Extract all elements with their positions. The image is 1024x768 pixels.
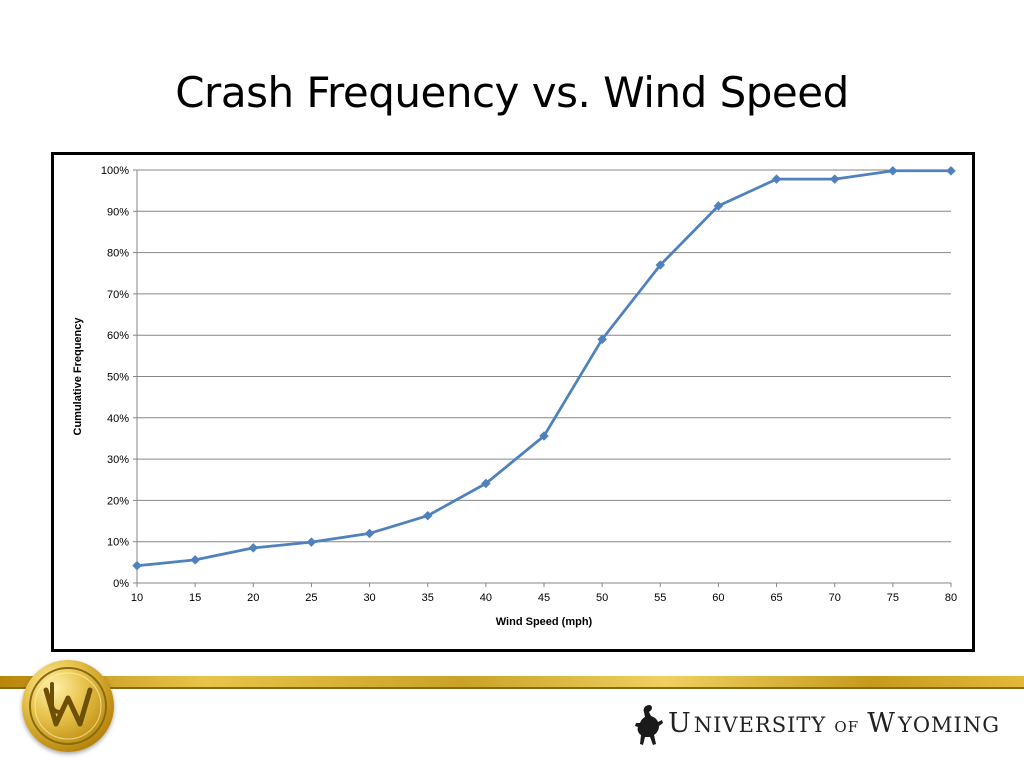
slide-title: Crash Frequency vs. Wind Speed — [175, 68, 849, 117]
x-tick-label: 30 — [363, 592, 375, 604]
university-wordmark: UNIVERSITY OF WYOMING — [668, 708, 1000, 739]
axes — [133, 169, 952, 587]
y-tick-label: 20% — [107, 495, 129, 507]
x-tick-label: 45 — [538, 592, 550, 604]
x-tick-label: 80 — [945, 592, 957, 604]
university-seal-icon — [22, 660, 114, 752]
x-tick-label: 55 — [654, 592, 666, 604]
wordmark-of: OF — [834, 718, 860, 736]
gridlines — [137, 169, 951, 543]
data-point — [946, 165, 956, 176]
x-tick-label: 20 — [247, 592, 259, 604]
data-point — [364, 528, 375, 539]
data-point — [539, 431, 549, 441]
gold-band — [0, 676, 1024, 687]
y-tick-label: 30% — [107, 454, 129, 466]
wordmark-yoming: YOMING — [897, 713, 1000, 737]
wordmark-u: U — [668, 708, 694, 739]
data-point — [713, 201, 724, 211]
wordmark-niversity: NIVERSITY — [693, 713, 827, 737]
x-axis-title: Wind Speed (mph) — [496, 616, 593, 628]
line-chart: 0% 10% 20% 30% 40% 50% 60% 70% 80% 90% 100% 10 15 20… — [72, 165, 957, 628]
x-tick-labels: 10 15 20 25 30 35 40 45 50 55 60 65 70 75 80 — [131, 592, 957, 604]
data-point — [248, 543, 259, 553]
gold-band-edge — [0, 687, 1024, 689]
y-tick-label: 80% — [107, 248, 129, 260]
x-tick-label: 10 — [131, 592, 143, 604]
y-axis-title: Cumulative Frequency — [72, 317, 84, 436]
x-tick-label: 75 — [887, 592, 899, 604]
bucking-horse-icon — [635, 704, 663, 745]
data-point — [481, 478, 491, 489]
y-tick-label: 0% — [113, 578, 129, 590]
series-line — [136, 169, 951, 568]
data-point — [597, 334, 607, 345]
x-tick-label: 70 — [829, 592, 841, 604]
data-point — [190, 555, 200, 565]
y-tick-label: 90% — [107, 206, 129, 218]
data-point — [888, 165, 898, 176]
data-point — [422, 510, 433, 521]
x-tick-label: 60 — [712, 592, 724, 604]
data-point — [829, 174, 840, 184]
y-tick-label: 70% — [107, 289, 129, 301]
wordmark-w: W — [867, 708, 898, 739]
data-point — [655, 260, 666, 270]
y-tick-label: 60% — [107, 330, 129, 342]
data-point — [771, 174, 782, 184]
series-layer — [132, 165, 956, 571]
y-tick-label: 10% — [107, 537, 129, 549]
x-tick-label: 50 — [596, 592, 608, 604]
x-tick-label: 35 — [422, 592, 434, 604]
y-tick-label: 100% — [101, 165, 129, 177]
data-point — [132, 560, 142, 571]
y-tick-labels: 0% 10% 20% 30% 40% 50% 60% 70% 80% 90% 100% — [101, 165, 129, 590]
x-tick-label: 40 — [480, 592, 492, 604]
data-point — [306, 537, 317, 547]
x-tick-label: 25 — [305, 592, 317, 604]
y-tick-label: 40% — [107, 413, 129, 425]
x-tick-label: 15 — [189, 592, 201, 604]
y-tick-label: 50% — [107, 372, 129, 384]
x-tick-label: 65 — [770, 592, 782, 604]
university-logo: UNIVERSITY OF WYOMING — [632, 700, 1012, 748]
chart-frame: 0% 10% 20% 30% 40% 50% 60% 70% 80% 90% 100% 10 15 20… — [51, 152, 975, 652]
